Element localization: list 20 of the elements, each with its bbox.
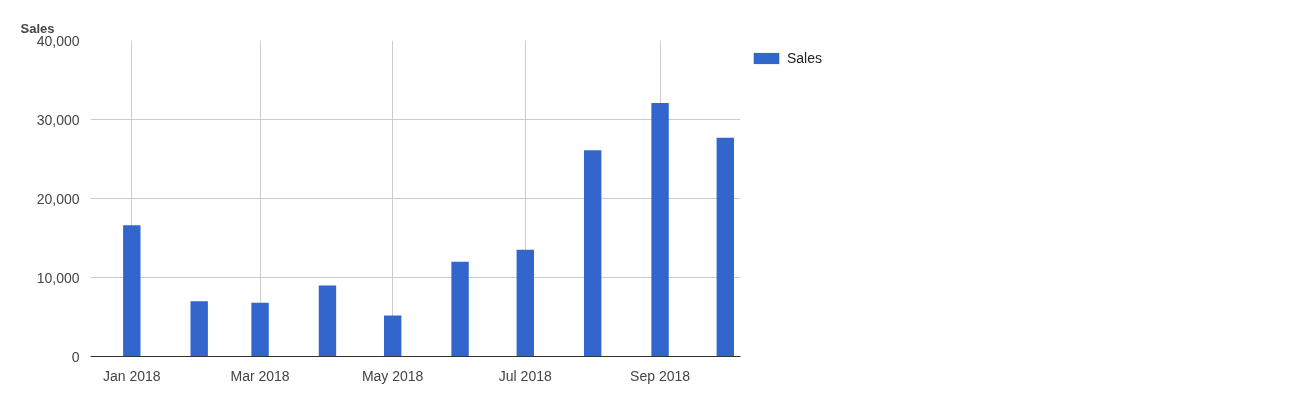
bar (651, 102, 669, 357)
bar (251, 302, 269, 357)
bar (123, 225, 141, 357)
bar (716, 137, 734, 357)
x-tick-label: Jul 2018 (498, 367, 552, 384)
x-tick-label: Jan 2018 (103, 367, 161, 384)
legend-label: Sales (787, 50, 823, 66)
bar (190, 301, 208, 357)
bar (451, 261, 469, 357)
y-tick-label: 0 (71, 348, 80, 365)
bar (583, 150, 602, 357)
x-tick-label: May 2018 (361, 367, 424, 384)
x-tick-label: Sep 2018 (630, 367, 691, 384)
y-tick-label: 30,000 (36, 111, 80, 128)
bar (383, 315, 402, 357)
bar (516, 249, 534, 357)
y-tick-label: 10,000 (36, 269, 80, 286)
y-tick-label: 20,000 (36, 190, 80, 207)
bar (318, 285, 337, 357)
x-tick-label: Mar 2018 (230, 367, 290, 384)
